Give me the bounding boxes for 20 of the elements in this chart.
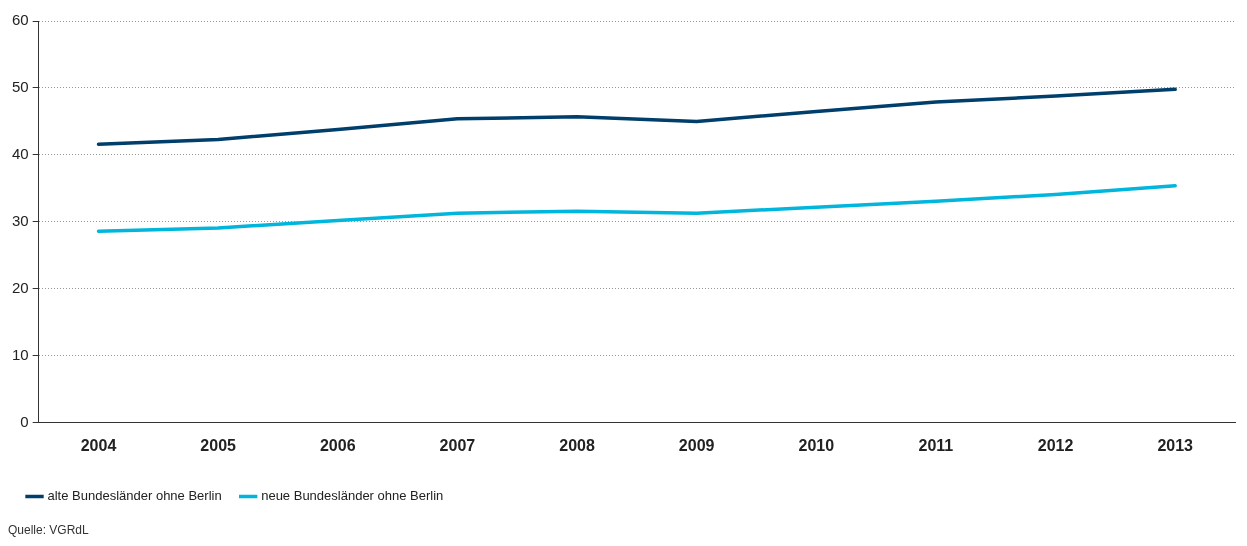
x-tick-label: 2006 (319, 436, 356, 454)
x-tick-label: 2005 (200, 436, 237, 454)
source-note: Quelle: VGRdL (8, 523, 90, 537)
y-tick-label: 50 (12, 78, 29, 96)
x-tick-label: 2010 (798, 436, 835, 454)
x-tick-label: 2007 (439, 436, 476, 454)
x-tick-label: 2011 (918, 436, 954, 454)
x-tick-label: 2008 (559, 436, 595, 454)
x-tick-label: 2013 (1157, 436, 1194, 454)
legend-label: alte Bundesländer ohne Berlin (47, 488, 222, 504)
y-tick-label: 40 (12, 145, 29, 163)
y-tick-label: 60 (12, 11, 29, 29)
x-tick-label: 2004 (80, 436, 117, 454)
x-tick-label: 2012 (1037, 436, 1074, 454)
y-tick-label: 10 (12, 345, 29, 363)
y-tick-label: 30 (12, 212, 29, 230)
y-tick-label: 20 (12, 279, 29, 297)
legend-label: neue Bundesländer ohne Berlin (261, 488, 444, 504)
x-tick-label: 2009 (678, 436, 715, 454)
y-tick-label: 0 (20, 412, 29, 430)
